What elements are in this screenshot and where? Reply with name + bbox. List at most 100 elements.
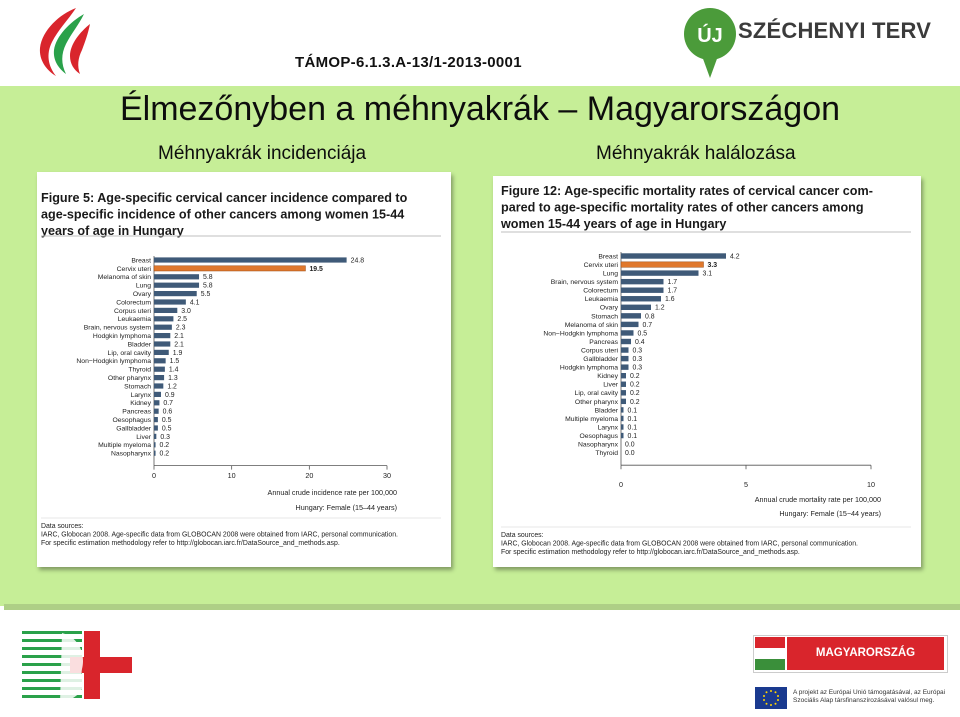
data-bar bbox=[621, 330, 634, 336]
category-label: Cervix uteri bbox=[117, 266, 152, 273]
category-label: Other pharynx bbox=[575, 399, 619, 406]
chart-title-line: pared to age-specific mortality rates of… bbox=[501, 201, 864, 215]
category-label: Gallbladder bbox=[583, 356, 618, 363]
category-label: Larynx bbox=[598, 424, 619, 431]
data-bar bbox=[154, 417, 158, 423]
data-bar bbox=[621, 381, 626, 387]
category-label: Lung bbox=[603, 271, 618, 278]
value-label: 1.3 bbox=[168, 375, 178, 382]
category-label: Thyroid bbox=[128, 367, 151, 374]
category-label: Colorectum bbox=[116, 299, 151, 306]
chart-title-line: Figure 5: Age-specific cervical cancer i… bbox=[41, 191, 408, 205]
data-bar bbox=[154, 257, 347, 263]
category-label: Hodgkin lymphoma bbox=[93, 333, 151, 340]
category-label: Multiple myeloma bbox=[98, 442, 151, 449]
value-label: 0.5 bbox=[162, 425, 172, 432]
data-bar bbox=[621, 270, 699, 276]
value-label: 5.8 bbox=[203, 274, 213, 281]
brand-text: SZÉCHENYI TERV bbox=[738, 18, 932, 43]
value-label: 0.8 bbox=[645, 313, 655, 320]
data-bar bbox=[154, 450, 156, 456]
value-label: 1.9 bbox=[173, 350, 183, 357]
value-label: 0.0 bbox=[625, 442, 635, 449]
category-label: Ovary bbox=[133, 291, 152, 298]
category-label: Oesophagus bbox=[112, 417, 151, 424]
x-tick-label: 30 bbox=[383, 471, 391, 480]
category-label: Brain, nervous system bbox=[84, 325, 152, 332]
data-bar bbox=[620, 261, 704, 268]
data-bar bbox=[154, 299, 186, 305]
eu-funding-text: A projekt az Európai Unió támogatásával,… bbox=[793, 689, 946, 704]
value-label: 0.5 bbox=[638, 330, 648, 337]
x-axis-label: Annual crude mortality rate per 100,000 bbox=[755, 495, 881, 504]
project-code: TÁMOP-6.1.3.A-13/1-2013-0001 bbox=[295, 54, 522, 71]
hospital-logo-icon bbox=[22, 631, 132, 703]
category-label: Leukaemia bbox=[585, 296, 618, 303]
value-label: 4.1 bbox=[190, 299, 200, 306]
data-bar bbox=[621, 253, 726, 259]
data-bar bbox=[154, 425, 158, 431]
sources-line: IARC, Globocan 2008. Age-specific data f… bbox=[41, 532, 398, 539]
data-bar bbox=[154, 366, 165, 372]
value-label: 1.2 bbox=[167, 383, 177, 390]
category-label: Nasopharynx bbox=[578, 442, 619, 449]
data-bar bbox=[154, 349, 169, 355]
category-label: Larynx bbox=[131, 392, 152, 399]
category-label: Liver bbox=[136, 434, 151, 441]
value-label: 0.1 bbox=[628, 424, 638, 431]
mortality-chart: Figure 12: Age-specific mortality rates … bbox=[500, 184, 911, 556]
category-label: Leukaemia bbox=[118, 316, 151, 323]
chart-title-line: age-specific incidence of other cancers … bbox=[41, 208, 404, 222]
mortality-chart-panel: Figure 12: Age-specific mortality rates … bbox=[493, 176, 921, 567]
category-label: Ovary bbox=[600, 305, 619, 312]
data-bar bbox=[154, 375, 165, 381]
data-bar bbox=[154, 316, 174, 322]
value-label: 0.3 bbox=[633, 365, 643, 372]
value-label: 3.3 bbox=[708, 262, 718, 269]
value-label: 0.2 bbox=[630, 373, 640, 380]
data-bar bbox=[154, 391, 161, 397]
x-tick-label: 0 bbox=[152, 471, 156, 480]
value-label: 0.6 bbox=[163, 409, 173, 416]
category-label: Kidney bbox=[597, 373, 618, 380]
category-label: Lip, oral cavity bbox=[575, 390, 619, 397]
sources-line: For specific estimation methodology refe… bbox=[501, 549, 800, 556]
data-bar bbox=[154, 408, 159, 414]
category-label: Breast bbox=[598, 253, 618, 260]
category-label: Lip, oral cavity bbox=[108, 350, 152, 357]
x-tick-label: 10 bbox=[867, 480, 875, 489]
x-tick-label: 20 bbox=[305, 471, 313, 480]
chart-title-line: Figure 12: Age-specific mortality rates … bbox=[501, 184, 873, 198]
category-label: Gallbladder bbox=[116, 425, 151, 432]
x-tick-label: 0 bbox=[619, 480, 623, 489]
mm-label: MAGYARORSZÁG MEGÚJUL bbox=[787, 637, 944, 692]
data-bar bbox=[621, 373, 626, 379]
category-label: Nasopharynx bbox=[111, 451, 152, 458]
category-label: Stomach bbox=[591, 313, 618, 320]
band-shadow bbox=[4, 604, 960, 610]
value-label: 0.0 bbox=[625, 450, 635, 457]
subtitle-mortality: Méhnyakrák halálozása bbox=[596, 143, 796, 164]
category-label: Melanoma of skin bbox=[565, 322, 618, 329]
chart-title-line: years of age in Hungary bbox=[41, 224, 184, 238]
category-label: Lung bbox=[136, 283, 151, 290]
data-bar bbox=[621, 347, 629, 353]
value-label: 0.1 bbox=[628, 433, 638, 440]
category-label: Bladder bbox=[595, 407, 619, 414]
data-bar bbox=[154, 333, 171, 339]
category-label: Corpus uteri bbox=[114, 308, 152, 315]
brand-badge: ÚJ bbox=[697, 23, 723, 47]
value-label: 0.7 bbox=[163, 400, 173, 407]
data-bar bbox=[621, 278, 664, 285]
value-label: 1.7 bbox=[668, 279, 678, 286]
value-label: 1.7 bbox=[668, 288, 678, 295]
data-bar bbox=[154, 282, 200, 288]
value-label: 3.1 bbox=[703, 271, 713, 278]
data-bar bbox=[621, 321, 639, 328]
x-axis-label: Annual crude incidence rate per 100,000 bbox=[268, 488, 397, 497]
data-bar bbox=[621, 398, 626, 405]
data-bar bbox=[621, 432, 624, 439]
data-bar bbox=[153, 265, 306, 272]
hungarian-flag-icon bbox=[755, 637, 785, 670]
value-label: 24.8 bbox=[351, 257, 365, 264]
